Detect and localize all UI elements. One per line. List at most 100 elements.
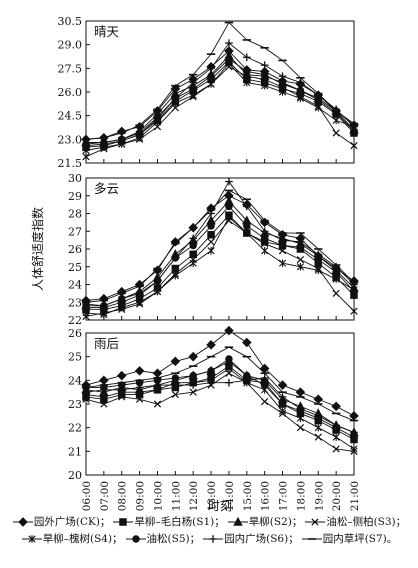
y-tick-label: 24.5 xyxy=(58,110,83,123)
star-marker-icon xyxy=(21,535,42,543)
data-point xyxy=(295,387,306,397)
data-point xyxy=(189,381,197,389)
x-tick-label: 16:00 xyxy=(260,481,272,511)
data-point xyxy=(171,264,180,273)
data-point xyxy=(170,356,181,367)
x-tick-label: 17:00 xyxy=(278,481,290,511)
legend-label: 园内草坪(S7)。 xyxy=(322,533,398,545)
y-tick-label: 20 xyxy=(68,469,82,482)
series-line xyxy=(85,372,355,452)
data-point xyxy=(100,310,108,319)
legend-item: 旱柳(S2)； xyxy=(227,514,302,531)
y-tick-label: 29.0 xyxy=(58,39,83,52)
data-point xyxy=(314,412,323,420)
data-point xyxy=(278,407,287,415)
series-4 xyxy=(82,369,358,455)
data-point xyxy=(350,142,358,150)
data-point xyxy=(278,259,287,267)
data-point xyxy=(243,229,251,237)
series-line xyxy=(85,216,355,316)
data-point xyxy=(100,303,108,312)
legend-label: 旱柳–毛白杨(S1)； xyxy=(134,516,225,528)
data-point xyxy=(82,153,90,161)
data-point xyxy=(349,411,359,421)
data-point xyxy=(260,234,269,243)
data-point xyxy=(153,115,162,123)
data-point xyxy=(332,129,340,137)
y-tick-label: 21 xyxy=(68,445,82,458)
x-tick-label: 10:00 xyxy=(152,481,164,511)
data-point xyxy=(278,247,287,255)
data-point xyxy=(135,395,144,403)
data-point xyxy=(332,445,340,453)
data-point xyxy=(152,368,163,379)
circle-marker-icon xyxy=(125,535,146,543)
legend-item: 油松(S5)； xyxy=(125,531,200,548)
data-point xyxy=(225,177,233,186)
data-point xyxy=(153,400,162,408)
legend-item: 油松–侧柏(S3)； xyxy=(304,514,406,531)
data-point xyxy=(207,246,215,255)
panel-title: 雨后 xyxy=(94,336,119,351)
data-point xyxy=(332,433,340,441)
legend-row-2: 旱柳–槐树(S4)； 油松(S5)； 园内广场(S6)； 园内草坪(S7)。 xyxy=(0,531,418,548)
data-point xyxy=(278,400,287,408)
series-line xyxy=(85,189,355,303)
y-tick-label: 25 xyxy=(68,261,82,274)
series-line xyxy=(86,55,355,143)
plus-marker-icon xyxy=(203,535,224,543)
x-tick-label: 11:00 xyxy=(170,481,182,511)
legend-label: 旱柳–槐树(S4)； xyxy=(42,533,123,545)
data-point xyxy=(260,70,269,79)
x-tick-label: 06:00 xyxy=(81,481,93,511)
y-tick-label: 29 xyxy=(68,190,82,203)
y-tick-label: 27.5 xyxy=(58,62,83,75)
series-line xyxy=(85,62,355,151)
legend-item: 旱柳–毛白杨(S1)； xyxy=(112,514,225,531)
series-line xyxy=(86,214,355,310)
data-point xyxy=(332,116,340,125)
y-tick-label: 22 xyxy=(68,422,82,435)
data-point xyxy=(225,39,233,47)
legend-marker xyxy=(311,518,319,526)
data-point xyxy=(296,404,305,413)
legend-row-1: 园外广场(CK)； 旱柳–毛白杨(S1)； 旱柳(S2)； 油松–侧柏(S3)； xyxy=(0,514,418,531)
panel-3: 26 25 24 23 22 21 20 雨后 06:00 07:00 08:00 09:00 10:0… xyxy=(68,325,361,513)
data-point xyxy=(189,91,197,99)
series-line xyxy=(85,367,355,450)
data-point xyxy=(296,414,304,422)
data-point xyxy=(171,374,180,382)
y-tick-label: 26.0 xyxy=(58,86,83,99)
data-point xyxy=(134,366,145,376)
data-point xyxy=(189,241,197,250)
plot-frame xyxy=(85,177,355,321)
data-point xyxy=(225,55,233,63)
data-point xyxy=(207,209,215,218)
data-point xyxy=(278,72,287,81)
y-axis-label: 人体舒适度指数 xyxy=(30,207,45,291)
series-8 xyxy=(81,189,359,304)
y-tick-label: 23 xyxy=(68,398,82,411)
data-point xyxy=(135,130,144,139)
dash-marker-icon xyxy=(301,538,322,540)
triangle-marker-icon xyxy=(227,516,248,526)
data-point xyxy=(314,433,322,441)
y-tick-label: 25 xyxy=(68,351,82,364)
data-point xyxy=(350,428,358,437)
series-line xyxy=(86,180,355,309)
legend-label: 油松–侧柏(S3)； xyxy=(326,516,407,528)
data-point xyxy=(171,254,180,262)
data-point xyxy=(224,325,234,336)
x-tick-label: 18:00 xyxy=(295,481,307,511)
y-tick-label: 23 xyxy=(68,296,82,309)
legend-marker xyxy=(119,518,128,526)
y-tick-label: 22 xyxy=(68,314,82,327)
legend: 园外广场(CK)； 旱柳–毛白杨(S1)； 旱柳(S2)； 油松–侧柏(S3)； 旱柳… xyxy=(0,514,418,548)
series-line xyxy=(85,66,355,158)
data-point xyxy=(171,271,179,280)
x-marker-icon xyxy=(305,518,326,526)
legend-marker xyxy=(131,535,140,543)
data-point xyxy=(117,137,126,145)
diamond-marker-icon xyxy=(12,517,33,527)
data-point xyxy=(207,80,215,88)
